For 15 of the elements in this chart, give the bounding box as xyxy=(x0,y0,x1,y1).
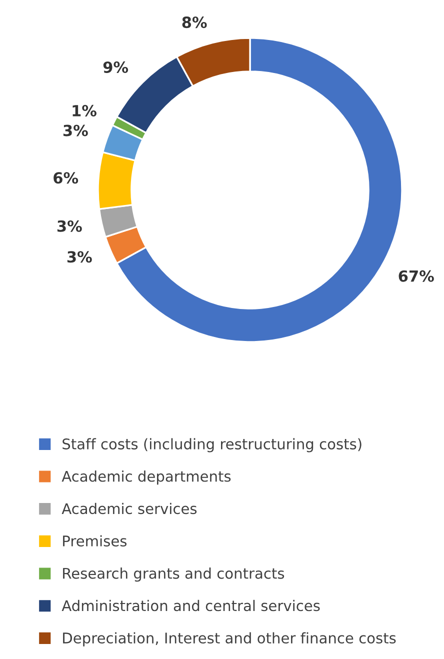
data-label: 9% xyxy=(103,61,128,73)
legend-label: Staff costs (including restructuring costs) xyxy=(62,438,362,452)
data-label: 67% xyxy=(398,270,434,282)
legend-label: Academic departments xyxy=(62,470,231,485)
data-label: 3% xyxy=(63,124,88,136)
data-label: 3% xyxy=(57,220,82,232)
data-label: 3% xyxy=(67,251,92,263)
legend-label: Academic services xyxy=(62,502,197,514)
legend-label: Administration and central services xyxy=(62,600,320,612)
legend-label: Research grants and contracts xyxy=(63,568,284,582)
data-label: 6% xyxy=(54,172,78,184)
data-label: 8% xyxy=(182,16,207,28)
legend-label: Depreciation, Interest and other finance costs xyxy=(63,632,396,646)
legend-label: Premises xyxy=(63,535,127,546)
data-label: 1% xyxy=(72,104,96,116)
